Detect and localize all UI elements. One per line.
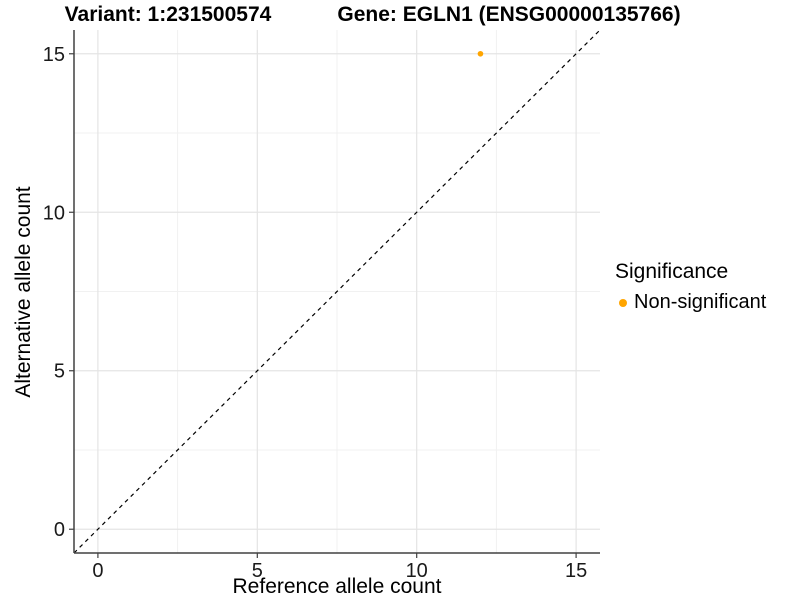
legend: Significance Non-significant: [615, 260, 766, 314]
plot-title-variant: Variant: 1:231500574: [64, 3, 272, 26]
y-axis-tick-label: 5: [54, 361, 65, 383]
y-axis-title: Alternative allele count: [12, 186, 35, 398]
x-axis-title: Reference allele count: [232, 575, 442, 598]
x-axis-tick-label: 10: [406, 560, 428, 582]
legend-item-non-significant: Non-significant: [615, 291, 766, 314]
x-axis-tick-label: 0: [92, 560, 103, 582]
legend-title: Significance: [615, 260, 729, 283]
legend-item-label: Non-significant: [634, 291, 767, 313]
identity-dashed-line: [73, 29, 601, 554]
y-axis-tick-label: 15: [43, 44, 65, 66]
x-axis-tick-label: 5: [252, 560, 263, 582]
data-point: [477, 50, 484, 57]
plot-title-gene: Gene: EGLN1 (ENSG00000135766): [337, 3, 681, 26]
y-axis-tick-label: 0: [54, 519, 65, 541]
legend-point-icon: [619, 298, 627, 307]
y-axis-tick-label: 10: [43, 202, 65, 224]
x-axis-tick-label: 15: [565, 560, 587, 582]
